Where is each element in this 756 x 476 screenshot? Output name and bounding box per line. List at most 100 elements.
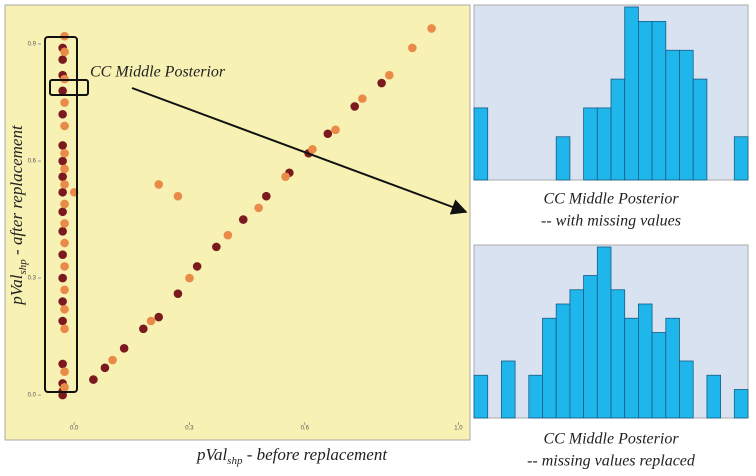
point bbox=[58, 297, 67, 306]
plot-area bbox=[4, 4, 471, 441]
bar bbox=[624, 6, 639, 181]
bar bbox=[473, 374, 489, 419]
point bbox=[262, 191, 271, 201]
label-sub: shp bbox=[17, 259, 29, 275]
point bbox=[58, 226, 67, 236]
point bbox=[58, 273, 67, 283]
point bbox=[173, 289, 183, 298]
point bbox=[139, 324, 148, 334]
bar bbox=[528, 374, 543, 419]
bar bbox=[555, 136, 571, 181]
bar bbox=[624, 317, 639, 419]
point bbox=[58, 359, 67, 369]
x-tick-label: 0.6 bbox=[301, 426, 310, 432]
point bbox=[223, 230, 233, 240]
point bbox=[146, 316, 156, 326]
point bbox=[238, 215, 248, 224]
bar bbox=[706, 374, 722, 419]
point bbox=[60, 164, 69, 174]
label-main: pVal bbox=[7, 274, 26, 306]
bar bbox=[500, 360, 516, 419]
bar bbox=[555, 303, 571, 419]
bar bbox=[679, 360, 694, 419]
point bbox=[60, 305, 69, 314]
point bbox=[60, 98, 69, 107]
bar bbox=[733, 389, 749, 419]
bar bbox=[542, 317, 557, 419]
point bbox=[408, 43, 417, 53]
bar bbox=[596, 246, 612, 419]
arrow bbox=[131, 87, 468, 215]
point bbox=[58, 207, 67, 217]
bar bbox=[569, 289, 585, 419]
point bbox=[58, 55, 67, 64]
point bbox=[60, 180, 69, 189]
point bbox=[60, 47, 69, 57]
y-tick-label: 0.9 bbox=[28, 42, 37, 48]
point bbox=[173, 191, 183, 201]
bar bbox=[665, 317, 680, 419]
point bbox=[58, 172, 67, 181]
point bbox=[60, 121, 69, 131]
label-main: pVal bbox=[196, 445, 228, 464]
annotation: CC Middle Posterior bbox=[90, 64, 226, 81]
bar bbox=[638, 303, 653, 419]
point bbox=[60, 367, 69, 377]
point bbox=[60, 219, 69, 228]
point bbox=[212, 242, 221, 252]
bar bbox=[651, 332, 667, 419]
y-tick-label: 0.0 bbox=[28, 393, 37, 399]
point bbox=[58, 187, 67, 197]
point bbox=[58, 250, 67, 259]
x-tick-label: 0.3 bbox=[185, 426, 194, 432]
caption: CC Middle Posterior bbox=[543, 191, 679, 208]
bar bbox=[733, 136, 749, 181]
point bbox=[254, 203, 263, 213]
caption: CC Middle Posterior bbox=[543, 431, 679, 448]
bar bbox=[610, 289, 626, 419]
point bbox=[281, 172, 290, 181]
annotation-box bbox=[49, 79, 89, 96]
point bbox=[60, 199, 69, 209]
point bbox=[60, 285, 69, 295]
caption: -- missing values replaced bbox=[527, 453, 696, 470]
y-axis-label: pValshp - after replacement bbox=[7, 124, 29, 306]
point bbox=[100, 363, 110, 373]
point bbox=[427, 24, 436, 33]
bar bbox=[651, 21, 667, 181]
point bbox=[154, 312, 164, 322]
bar bbox=[665, 49, 680, 181]
point bbox=[89, 375, 98, 384]
point bbox=[308, 145, 317, 154]
y-tick-label: 0.3 bbox=[28, 276, 37, 282]
point bbox=[323, 129, 333, 139]
selection-box bbox=[44, 36, 78, 393]
point bbox=[60, 383, 69, 392]
point bbox=[384, 70, 394, 80]
point bbox=[60, 148, 69, 158]
bar bbox=[583, 275, 598, 419]
x-tick-label: 1.0 bbox=[454, 426, 463, 432]
point bbox=[358, 94, 367, 103]
point bbox=[58, 316, 67, 326]
bar bbox=[679, 49, 694, 181]
bar bbox=[473, 107, 489, 181]
bar bbox=[638, 21, 653, 181]
caption: -- with missing values bbox=[541, 213, 681, 230]
point bbox=[377, 78, 386, 88]
label-sub: shp bbox=[227, 455, 243, 467]
point bbox=[192, 262, 202, 271]
point bbox=[60, 262, 69, 271]
point bbox=[58, 86, 67, 96]
y-tick-label: 0.6 bbox=[28, 159, 37, 165]
point bbox=[60, 324, 69, 334]
bar bbox=[583, 107, 598, 181]
point bbox=[58, 109, 67, 119]
point bbox=[58, 141, 67, 150]
point bbox=[331, 125, 340, 135]
point bbox=[185, 273, 194, 283]
bar bbox=[596, 107, 612, 181]
x-axis-label: pValshp - before replacement bbox=[196, 445, 388, 467]
bar bbox=[610, 78, 626, 181]
